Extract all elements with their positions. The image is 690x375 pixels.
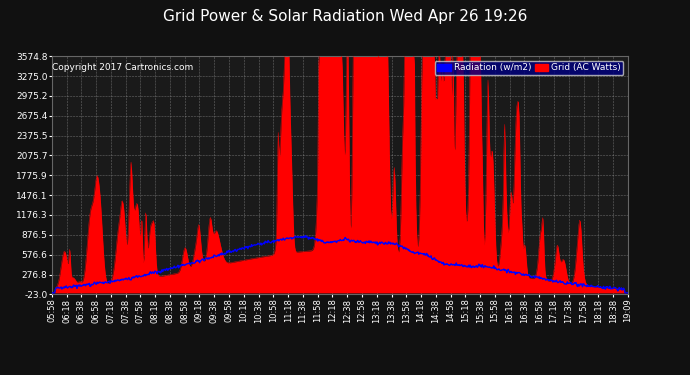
- Text: Grid Power & Solar Radiation Wed Apr 26 19:26: Grid Power & Solar Radiation Wed Apr 26 …: [163, 9, 527, 24]
- Legend: Radiation (w/m2), Grid (AC Watts): Radiation (w/m2), Grid (AC Watts): [435, 61, 623, 75]
- Text: Copyright 2017 Cartronics.com: Copyright 2017 Cartronics.com: [52, 63, 194, 72]
